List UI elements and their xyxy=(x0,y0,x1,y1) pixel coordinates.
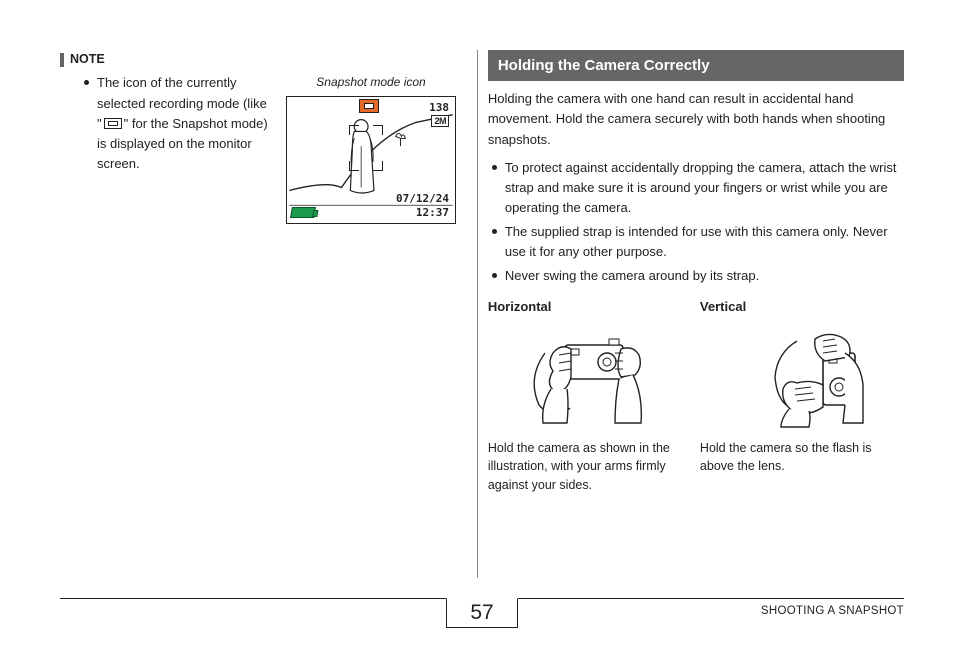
bullet-icon xyxy=(84,80,89,85)
horizontal-caption: Hold the camera as shown in the illustra… xyxy=(488,439,692,495)
bullet-icon xyxy=(492,165,497,170)
focus-bracket-icon xyxy=(373,125,383,135)
vertical-figure xyxy=(700,321,904,433)
footer-rule: 57 SHOOTING A SNAPSHOT xyxy=(60,598,904,628)
note-bullet: The icon of the currently selected recor… xyxy=(84,73,274,174)
note-text-post: " for the Snapshot mode) is displayed on… xyxy=(97,116,268,171)
snapshot-caption: Snapshot mode icon xyxy=(286,73,456,92)
battery-icon xyxy=(290,207,316,218)
column-divider xyxy=(477,50,478,578)
lcd-image-size: 2M xyxy=(431,115,449,127)
vertical-label: Vertical xyxy=(700,297,904,317)
horizontal-label: Horizontal xyxy=(488,297,692,317)
lcd-screen: 138 2M 07/12/24 12:37 xyxy=(286,96,456,224)
lcd-time: 12:37 xyxy=(416,206,449,219)
bullet-text: To protect against accidentally dropping… xyxy=(505,158,904,218)
bullet-text: Never swing the camera around by its str… xyxy=(505,266,759,286)
footer-section-label: SHOOTING A SNAPSHOT xyxy=(761,603,904,621)
bullet-item: To protect against accidentally dropping… xyxy=(492,158,904,218)
vertical-caption: Hold the camera so the flash is above th… xyxy=(700,439,904,477)
page-number: 57 xyxy=(446,598,518,628)
snapshot-mode-icon xyxy=(359,99,379,113)
bullet-icon xyxy=(492,273,497,278)
bullet-item: The supplied strap is intended for use w… xyxy=(492,222,904,262)
snapshot-mode-inline-icon xyxy=(104,118,122,129)
note-text: The icon of the currently selected recor… xyxy=(97,73,274,174)
lcd-date: 07/12/24 xyxy=(396,192,449,205)
focus-bracket-icon xyxy=(373,161,383,171)
focus-bracket-icon xyxy=(349,125,359,135)
bullet-item: Never swing the camera around by its str… xyxy=(492,266,904,286)
section-intro: Holding the camera with one hand can res… xyxy=(488,89,904,149)
note-accent-bar xyxy=(60,53,64,67)
note-label: NOTE xyxy=(70,50,105,69)
bullet-icon xyxy=(492,229,497,234)
section-title: Holding the Camera Correctly xyxy=(488,50,904,81)
bullet-text: The supplied strap is intended for use w… xyxy=(505,222,904,262)
focus-bracket-icon xyxy=(349,161,359,171)
horizontal-figure xyxy=(488,321,692,433)
note-header: NOTE xyxy=(60,50,460,69)
lcd-shots-remaining: 138 xyxy=(429,101,449,114)
